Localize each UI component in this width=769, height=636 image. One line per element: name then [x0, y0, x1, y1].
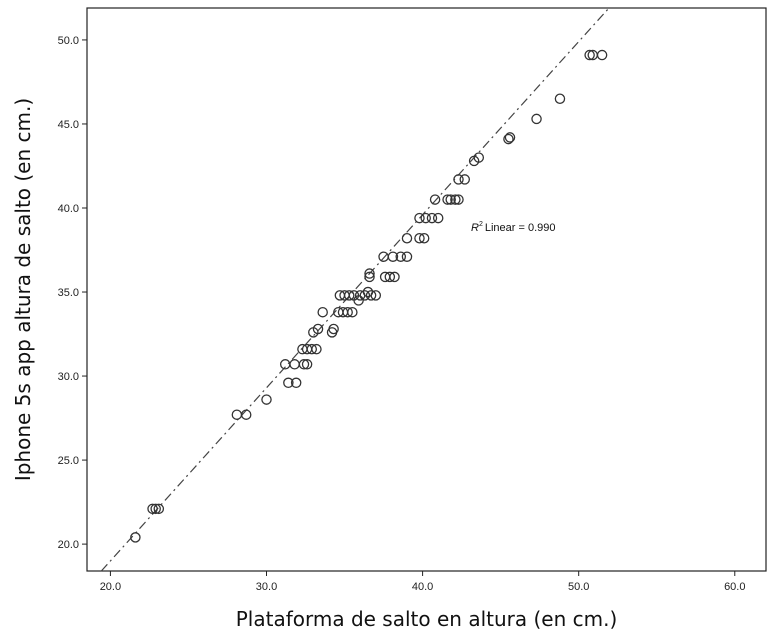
- x-axis-title: Plataforma de salto en altura (en cm.): [236, 607, 618, 631]
- r-squared-symbol: R: [471, 222, 479, 234]
- data-point: [240, 409, 252, 420]
- data-point: [290, 377, 302, 389]
- data-point: [401, 251, 413, 262]
- data-point: [450, 194, 461, 205]
- data-point: [389, 271, 400, 283]
- x-tick-label: 20.0: [100, 581, 121, 593]
- y-tick-label: 40.0: [58, 203, 79, 215]
- data-point: [584, 49, 595, 61]
- data-point: [531, 113, 542, 125]
- data-point: [420, 212, 431, 224]
- plot-area-frame: [86, 7, 767, 572]
- data-point: [343, 290, 355, 301]
- r-squared-value: Linear = 0.990: [485, 222, 556, 234]
- y-tick-label: 50.0: [58, 35, 79, 47]
- y-tick-label: 30.0: [58, 371, 79, 383]
- data-points: [130, 49, 608, 543]
- data-point: [317, 306, 328, 318]
- y-tick-label: 35.0: [58, 287, 79, 299]
- data-point: [353, 295, 364, 306]
- data-point: [459, 174, 470, 185]
- data-point: [298, 359, 310, 370]
- r-squared-annotation: R2 Linear = 0.990: [471, 221, 556, 234]
- data-point: [283, 377, 294, 389]
- linear-fit-line: [100, 7, 610, 572]
- data-point: [554, 93, 566, 105]
- data-point: [504, 132, 516, 143]
- data-point: [364, 268, 375, 279]
- data-point: [445, 194, 456, 205]
- y-tick-label: 45.0: [58, 119, 79, 131]
- r-squared-superscript: 2: [479, 221, 483, 228]
- data-point: [150, 503, 161, 515]
- data-point: [342, 306, 353, 318]
- data-point: [301, 359, 313, 370]
- data-point: [359, 290, 371, 301]
- data-point: [429, 194, 441, 205]
- fit-line-group: [100, 7, 610, 572]
- data-point: [473, 152, 485, 163]
- x-tick-label: 40.0: [412, 581, 433, 593]
- x-tick-label: 50.0: [568, 581, 589, 593]
- data-point: [147, 503, 158, 515]
- data-point: [311, 343, 322, 355]
- data-point: [130, 532, 141, 543]
- data-point: [432, 212, 444, 224]
- data-point: [312, 323, 324, 335]
- data-point: [153, 503, 165, 515]
- data-point: [364, 271, 375, 283]
- x-axis-ticks: 20.0 30.0 40.0 50.0 60.0: [100, 571, 745, 593]
- data-point: [306, 343, 318, 355]
- y-tick-label: 25.0: [58, 455, 79, 467]
- data-point: [395, 251, 406, 262]
- data-point: [414, 232, 425, 244]
- data-point: [453, 194, 464, 205]
- data-point: [362, 286, 374, 298]
- data-point: [442, 194, 453, 205]
- data-point: [261, 394, 272, 405]
- data-point: [387, 251, 399, 262]
- x-tick-label: 60.0: [724, 581, 745, 593]
- data-point: [418, 232, 430, 244]
- data-point: [453, 174, 464, 185]
- data-point: [426, 212, 438, 224]
- data-point: [414, 212, 425, 224]
- data-point: [328, 323, 339, 335]
- x-tick-label: 30.0: [256, 581, 277, 593]
- data-point: [384, 271, 396, 283]
- data-point: [401, 232, 413, 244]
- y-tick-label: 20.0: [58, 539, 79, 551]
- data-point: [365, 290, 377, 301]
- y-axis-ticks: 20.0 25.0 30.0 35.0 40.0 45.0 50.0: [58, 35, 87, 551]
- data-point: [596, 49, 608, 61]
- data-point: [347, 306, 358, 318]
- data-point: [503, 133, 514, 145]
- y-axis-title: Iphone 5s app altura de salto (en cm.): [11, 98, 35, 481]
